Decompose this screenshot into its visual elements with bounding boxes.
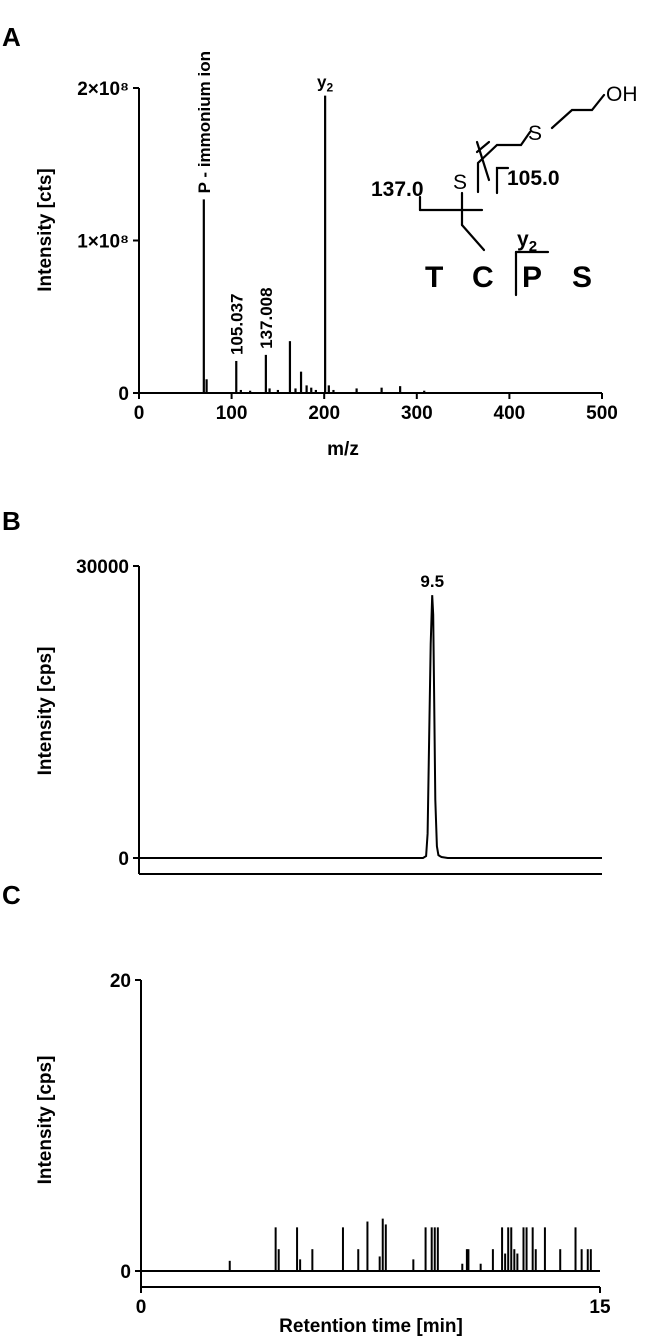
sulfur-label-1: S bbox=[528, 122, 542, 145]
panel-letter-b: B bbox=[2, 506, 21, 536]
panel-a-x-tick-label: 0 bbox=[134, 403, 145, 424]
sulfur-label-2: S bbox=[453, 171, 467, 194]
panel-a-y-axis-label: Intensity [cts] bbox=[35, 168, 56, 292]
ion-y-label: y bbox=[517, 228, 529, 251]
panel-a: A Intensity [cts] 0 100 200 300 400 500 0 1×10⁸… bbox=[2, 22, 638, 460]
panel-b-y-tick-label: 0 bbox=[118, 849, 129, 870]
panel-a-peak-annotation-subscript: 2 bbox=[327, 81, 334, 95]
panel-a-y-tick-label: 1×10⁸ bbox=[77, 232, 129, 253]
panel-c-peaks bbox=[228, 1218, 592, 1271]
cleavage-mark-105-b bbox=[475, 140, 491, 182]
side-chain-bond-right bbox=[476, 130, 532, 194]
ion-y2-label: y2 bbox=[517, 228, 537, 255]
panel-a-peak-annotation: 105.037 bbox=[227, 294, 246, 355]
panel-a-axes: 0 100 200 300 400 500 0 1×10⁸ 2×10⁸ bbox=[77, 79, 618, 424]
panel-a-y-tick-label: 2×10⁸ bbox=[77, 79, 129, 100]
panel-c-x-tick-label: 15 bbox=[589, 1297, 611, 1318]
backbone-bond bbox=[460, 223, 486, 252]
panel-a-peak-annotation: 137.008 bbox=[257, 287, 276, 348]
fragment-bracket-105 bbox=[495, 166, 510, 195]
panel-b-axes: 0 30000 bbox=[76, 557, 602, 875]
residue-s: S bbox=[572, 261, 592, 294]
hydroxyl-label: OH bbox=[606, 83, 638, 106]
panel-b: B Intensity [cps] 0 30000 9.5 bbox=[2, 506, 602, 875]
peptide-structure-labels: S S OH 137.0 105.0 y2 T C P S bbox=[371, 83, 638, 294]
panel-letter-a: A bbox=[2, 22, 21, 52]
ion-y-subscript: 2 bbox=[529, 238, 537, 255]
panel-b-y-tick-label: 30000 bbox=[76, 557, 129, 578]
panel-a-x-tick-label: 400 bbox=[494, 403, 526, 424]
panel-a-x-tick-label: 100 bbox=[216, 403, 248, 424]
panel-a-x-tick-label: 300 bbox=[401, 403, 433, 424]
panel-a-x-tick-label: 500 bbox=[586, 403, 618, 424]
panel-c: C Intensity [cps] 0 20 0 15 Retention time … bbox=[2, 880, 611, 1337]
panel-b-peak-label: 9.5 bbox=[420, 572, 444, 591]
fragment-105-label: 105.0 bbox=[507, 167, 560, 190]
panel-c-axes: 0 20 0 15 bbox=[110, 971, 611, 1318]
fragment-137-label: 137.0 bbox=[371, 178, 424, 201]
panel-c-x-tick-label: 0 bbox=[136, 1297, 147, 1318]
panel-a-peak-annotation: y2 bbox=[317, 73, 333, 95]
peptide-structure bbox=[418, 93, 606, 297]
panel-c-x-axis-label: Retention time [min] bbox=[279, 1316, 463, 1337]
residue-c: C bbox=[472, 261, 494, 294]
panel-c-y-axis-label: Intensity [cps] bbox=[35, 1056, 56, 1185]
residue-t: T bbox=[425, 261, 443, 294]
panel-c-y-tick-label: 20 bbox=[110, 971, 131, 992]
panel-b-y-axis-label: Intensity [cps] bbox=[35, 647, 56, 776]
panel-a-x-tick-label: 200 bbox=[308, 403, 340, 424]
panel-a-peak-annotation: P - immonium ion bbox=[195, 51, 214, 193]
panel-a-y-tick-label: 0 bbox=[118, 384, 129, 405]
residue-p: P bbox=[522, 261, 542, 294]
panel-a-x-axis-label: m/z bbox=[327, 439, 359, 460]
panel-letter-c: C bbox=[2, 880, 21, 910]
panel-c-y-tick-label: 0 bbox=[120, 1262, 131, 1283]
panel-a-annotations: P - immonium ion 105.037 137.008 y2 bbox=[195, 51, 334, 355]
panel-a-peak-annotation-main: y bbox=[317, 73, 327, 92]
panel-a-peaks bbox=[202, 95, 426, 393]
side-chain-bond-top bbox=[550, 93, 606, 130]
panel-b-series-line bbox=[139, 595, 602, 859]
